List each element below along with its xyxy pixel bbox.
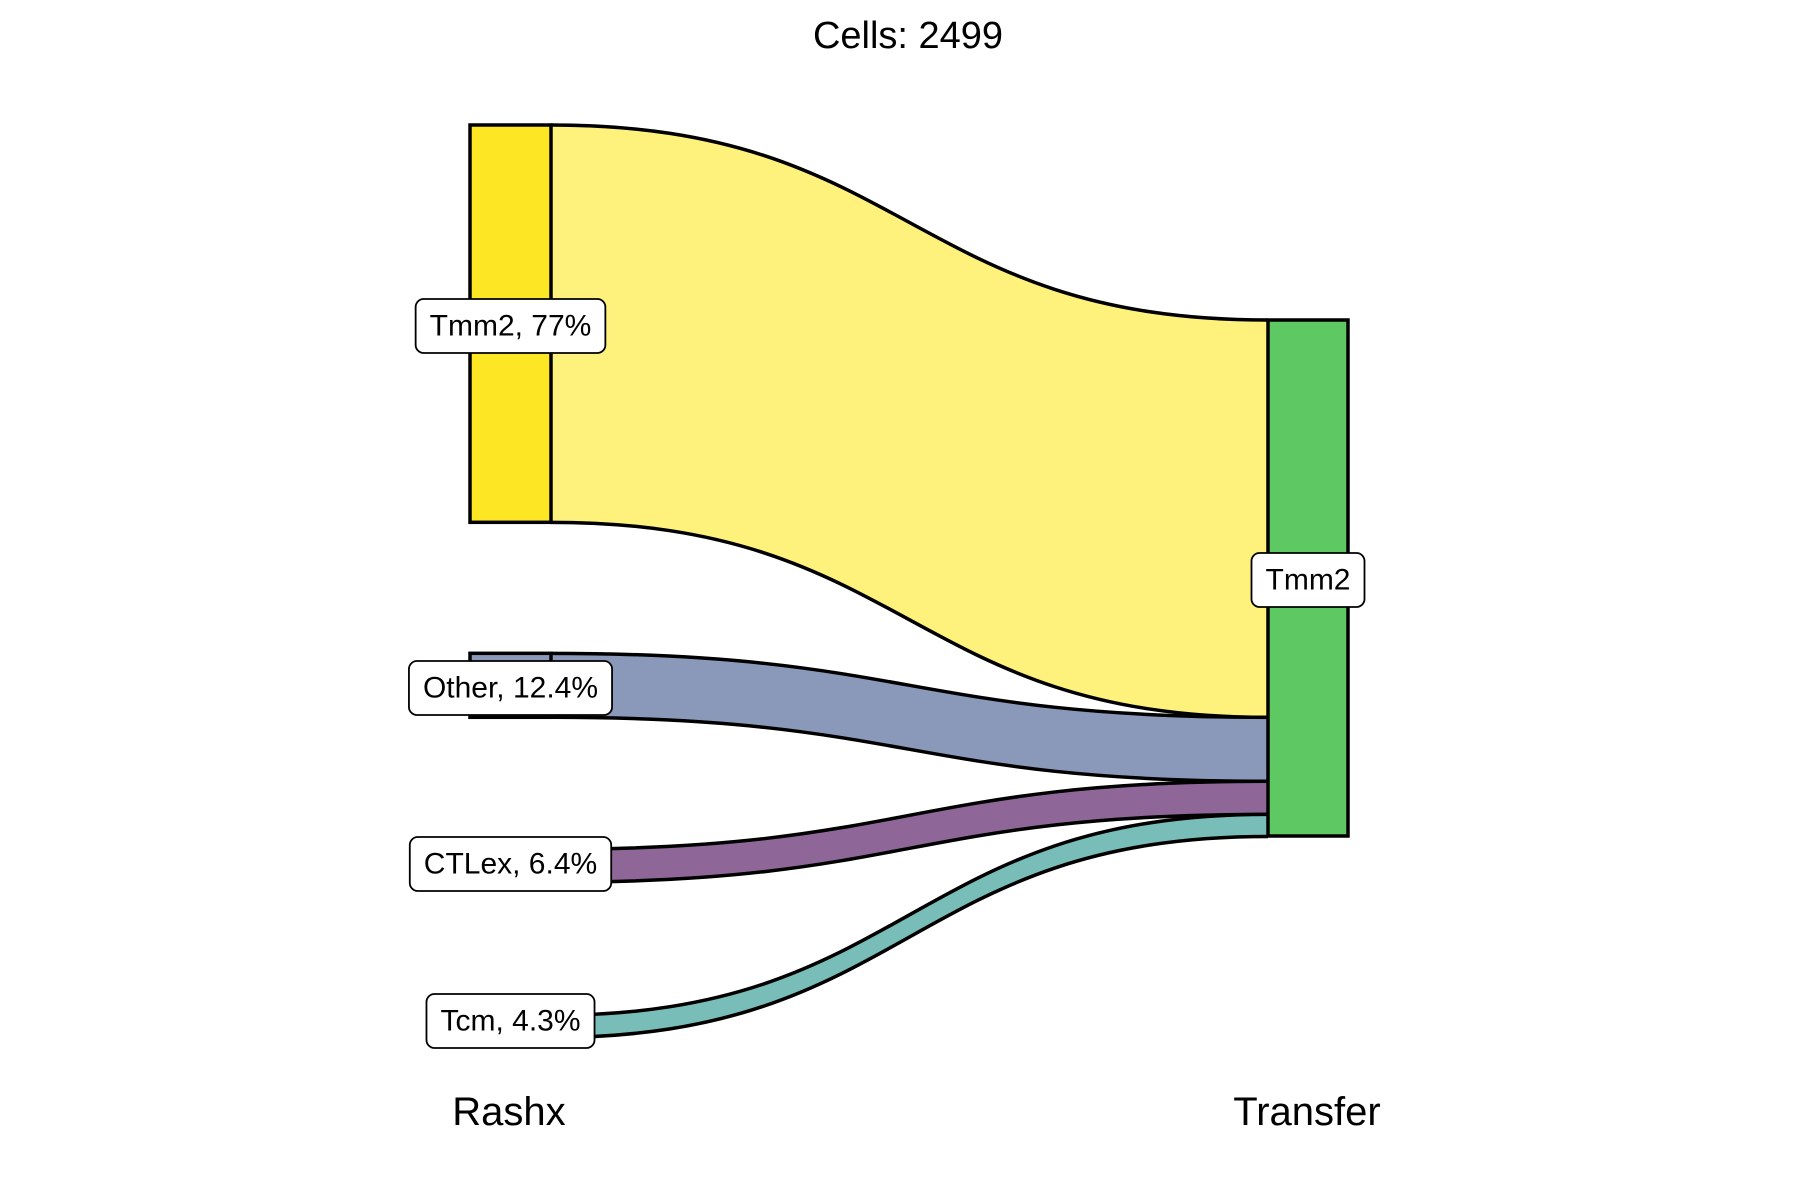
label-source-ctlex: CTLex, 6.4% xyxy=(408,836,613,892)
label-target-tmm2-text: Tmm2 xyxy=(1266,564,1351,597)
label-target-tmm2: Tmm2 xyxy=(1250,552,1366,608)
flow-edge-top-ctlex xyxy=(550,779,1269,852)
label-source-tmm2-text: Tmm2, 77% xyxy=(430,310,592,343)
label-source-tmm2-box xyxy=(414,298,607,354)
flow-edge-bottom-other xyxy=(550,715,1269,784)
label-source-tmm2: Tmm2, 77% xyxy=(414,298,607,354)
flow-edge-top-other xyxy=(550,651,1269,720)
flow-tmm2-to-tmm2 xyxy=(551,125,1268,718)
label-source-other: Other, 12.4% xyxy=(408,660,613,716)
flow-edge-bottom-tcm xyxy=(550,834,1269,1040)
axis-label-rashx: Rashx xyxy=(452,1090,565,1134)
flow-edge-top-tcm xyxy=(550,812,1269,1018)
flows-layer xyxy=(550,123,1269,1040)
label-target-tmm2-box xyxy=(1250,552,1366,608)
flow-other-to-tmm2 xyxy=(551,653,1268,782)
flow-edge-bottom-ctlex xyxy=(550,812,1269,885)
flow-edge-bottom-tmm2 xyxy=(550,520,1269,720)
label-source-other-text: Other, 12.4% xyxy=(423,672,598,705)
label-source-other-box xyxy=(408,660,613,716)
flow-tcm-to-tmm2 xyxy=(551,814,1268,1038)
flow-ctlex-to-tmm2 xyxy=(551,781,1268,883)
flow-edge-top-tmm2 xyxy=(550,123,1269,322)
label-source-tcm: Tcm, 4.3% xyxy=(425,993,596,1049)
labels-layer: Tmm2, 77% Other, 12.4% CTLex, 6.4% Tcm, 4.3… xyxy=(408,298,1366,1049)
axis-label-transfer: Transfer xyxy=(1233,1090,1380,1134)
label-source-tcm-text: Tcm, 4.3% xyxy=(440,1005,580,1038)
chart-title: Cells: 2499 xyxy=(813,15,1003,57)
label-source-ctlex-text: CTLex, 6.4% xyxy=(424,848,597,881)
label-source-tcm-box xyxy=(425,993,596,1049)
label-source-ctlex-box xyxy=(408,836,613,892)
